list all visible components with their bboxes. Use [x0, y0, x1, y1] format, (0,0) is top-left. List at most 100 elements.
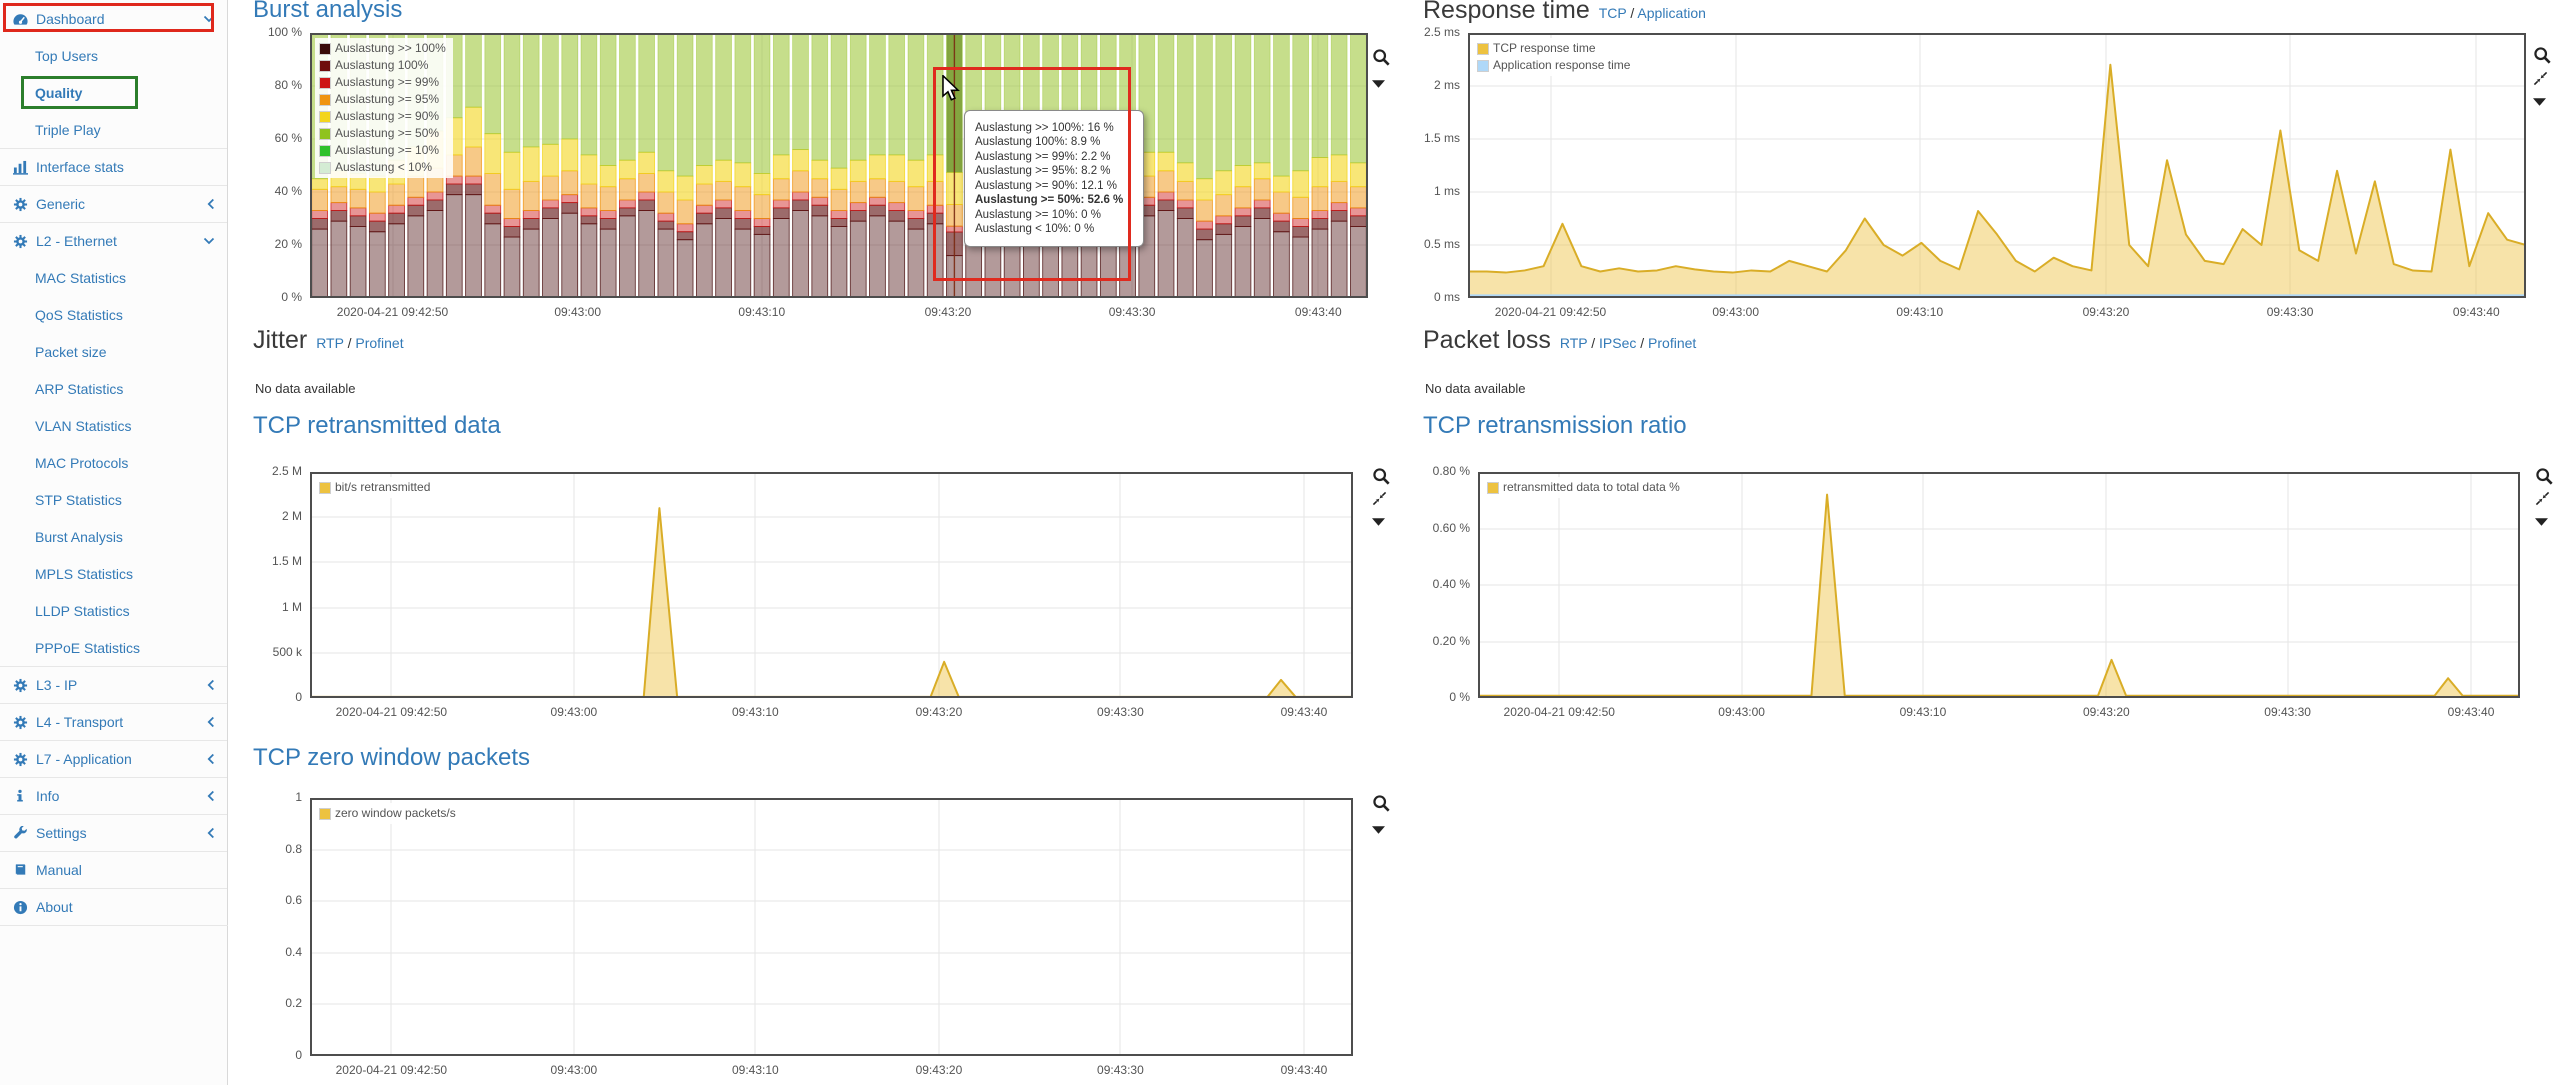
book-icon	[10, 862, 30, 878]
sidebar-item-vlan-statistics[interactable]: VLAN Statistics	[0, 407, 227, 444]
collapse-caret-icon[interactable]	[1372, 513, 1392, 533]
zoom-icon[interactable]	[1372, 48, 1392, 68]
collapse-caret-icon[interactable]	[1372, 821, 1392, 841]
sidebar-item-l3-ip[interactable]: L3 - IP	[0, 666, 227, 703]
sidebar-item-manual[interactable]: Manual	[0, 851, 227, 888]
sidebar-item-label: MPLS Statistics	[35, 565, 134, 582]
sidebar-item-settings[interactable]: Settings	[0, 814, 227, 851]
sidebar-item-interface-stats[interactable]: Interface stats	[0, 148, 227, 185]
link-rtp[interactable]: RTP	[316, 335, 344, 351]
burst-plot[interactable]	[310, 33, 1368, 298]
zero_window-plot[interactable]	[310, 798, 1353, 1056]
y-axis-label: 0 ms	[1433, 290, 1460, 304]
response-plot[interactable]	[1468, 33, 2526, 298]
y-axis-label: 1	[295, 790, 302, 804]
sidebar-item-lldp-statistics[interactable]: LLDP Statistics	[0, 592, 227, 629]
legend-row: Auslastung >= 50%	[319, 125, 446, 142]
x-axis-label: 09:43:40	[1280, 705, 1328, 719]
compress-icon[interactable]	[2533, 71, 2553, 91]
tcp-retransmitted-data-title[interactable]: TCP retransmitted data	[253, 412, 501, 439]
legend-swatch	[1477, 59, 1489, 72]
y-axis-label: 0.5 ms	[1423, 237, 1460, 251]
sidebar-item-arp-statistics[interactable]: ARP Statistics	[0, 370, 227, 407]
sidebar-item-triple-play[interactable]: Triple Play	[0, 111, 227, 148]
gear-icon	[10, 677, 30, 693]
link-rtp[interactable]: RTP	[1559, 335, 1588, 351]
tcp-retransmission-ratio-title[interactable]: TCP retransmission ratio	[1423, 412, 1687, 439]
compress-icon[interactable]	[2535, 491, 2555, 511]
legend-label: Auslastung >= 10%	[335, 143, 440, 157]
response-time-header: Response time TCP / Application	[1423, 0, 1706, 25]
chevron-left-icon	[207, 198, 215, 210]
chevron-left-icon	[207, 790, 215, 802]
sidebar-item-label: LLDP Statistics	[35, 602, 130, 619]
sidebar-item-l2-ethernet[interactable]: L2 - Ethernet	[0, 222, 227, 259]
sidebar-item-packet-size[interactable]: Packet size	[0, 333, 227, 370]
sidebar-item-label: Top Users	[35, 47, 99, 64]
tooltip-row: Auslastung >= 95%: 8.2 %	[975, 165, 1111, 177]
sidebar-item-generic[interactable]: Generic	[0, 185, 227, 222]
sidebar-item-info[interactable]: Info	[0, 777, 227, 814]
link-application[interactable]: Application	[1637, 5, 1706, 21]
x-axis-label: 09:43:20	[2082, 705, 2130, 719]
legend-label: Auslastung < 10%	[335, 160, 433, 174]
sidebar-item-stp-statistics[interactable]: STP Statistics	[0, 481, 227, 518]
legend-label: zero window packets/s	[335, 806, 456, 820]
retrans_data-plot[interactable]	[310, 472, 1353, 698]
legend-row: Auslastung >= 10%	[319, 142, 446, 159]
dashboard-icon	[10, 11, 30, 27]
y-axis-label: 500 k	[272, 644, 302, 659]
link-profinet[interactable]: Profinet	[1648, 335, 1697, 351]
compress-icon[interactable]	[1372, 491, 1392, 511]
link-tcp[interactable]: TCP	[1598, 5, 1627, 21]
zoom-icon[interactable]	[2533, 46, 2553, 66]
sidebar-item-l7-application[interactable]: L7 - Application	[0, 740, 227, 777]
sidebar-item-top-users[interactable]: Top Users	[0, 37, 227, 74]
burst-analysis-title[interactable]: Burst analysis	[253, 0, 403, 23]
burst-analysis-header: Burst analysis	[253, 0, 402, 24]
chart-tooltip: Auslastung >> 100%: 16 % Auslastung 100%:…	[964, 110, 1144, 247]
legend-swatch	[319, 127, 331, 140]
collapse-caret-icon[interactable]	[1372, 75, 1392, 95]
legend-label: Auslastung >= 90%	[335, 109, 440, 123]
y-axis-label: 80 %	[274, 78, 302, 92]
x-axis-label: 09:43:00	[550, 1063, 598, 1077]
link-profinet[interactable]: Profinet	[355, 335, 404, 351]
sidebar-item-label: VLAN Statistics	[35, 417, 132, 434]
x-axis-label: 09:43:00	[550, 705, 598, 719]
sidebar-item-l4-transport[interactable]: L4 - Transport	[0, 703, 227, 740]
tooltip-row: Auslastung >= 50%: 52.6 %	[975, 194, 1124, 206]
response-time-title: Response time	[1423, 0, 1590, 24]
zoom-icon[interactable]	[1372, 467, 1392, 487]
y-axis-label: 0.6	[285, 893, 302, 908]
sidebar-item-dashboard[interactable]: Dashboard	[0, 0, 227, 37]
tooltip-row: Auslastung < 10%: 0 %	[975, 223, 1095, 235]
retrans_ratio-plot[interactable]	[1478, 472, 2520, 698]
collapse-caret-icon[interactable]	[2535, 513, 2555, 533]
sidebar-item-label: L4 - Transport	[36, 714, 124, 730]
zoom-icon[interactable]	[2535, 467, 2555, 487]
chevron-down-icon	[203, 15, 215, 23]
sidebar-item-label: Generic	[36, 196, 86, 212]
wrench-icon	[10, 825, 30, 841]
legend-row: retransmitted data to total data %	[1487, 479, 1680, 496]
x-axis-label: 09:43:20	[915, 1063, 963, 1077]
x-axis-label: 09:43:10	[732, 705, 779, 719]
tcp-zero-window-packets-title[interactable]: TCP zero window packets	[253, 744, 531, 771]
sidebar-item-quality[interactable]: Quality	[0, 74, 227, 111]
zoom-icon[interactable]	[1372, 794, 1392, 814]
chevron-left-icon	[207, 827, 215, 839]
sidebar-item-pppoe-statistics[interactable]: PPPoE Statistics	[0, 629, 227, 666]
link-ipsec[interactable]: IPSec	[1599, 335, 1637, 351]
sidebar-item-mac-protocols[interactable]: MAC Protocols	[0, 444, 227, 481]
collapse-caret-icon[interactable]	[2533, 93, 2553, 113]
sidebar-item-about[interactable]: About	[0, 888, 227, 925]
sidebar-item-burst-analysis[interactable]: Burst Analysis	[0, 518, 227, 555]
y-axis-label: 0.60 %	[1432, 520, 1470, 535]
sidebar-item-mpls-statistics[interactable]: MPLS Statistics	[0, 555, 227, 592]
legend-swatch	[319, 93, 331, 106]
packet-loss-links: RTP / IPSec / Profinet	[1560, 335, 1696, 351]
sidebar-item-qos-statistics[interactable]: QoS Statistics	[0, 296, 227, 333]
sidebar-item-mac-statistics[interactable]: MAC Statistics	[0, 259, 227, 296]
